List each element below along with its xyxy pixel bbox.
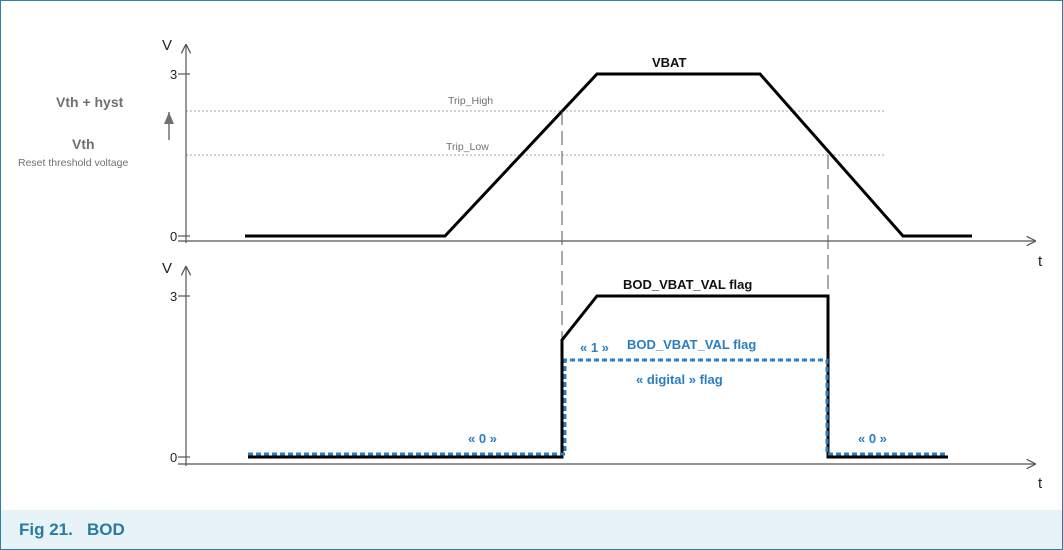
digital-desc-label: « digital » flag	[636, 372, 723, 387]
zero-left-label: « 0 »	[468, 431, 497, 446]
level-label-lower-desc: Reset threshold voltage	[18, 157, 128, 169]
top-x-axis-label: t	[1038, 253, 1043, 270]
bottom-chart: V t 3 0 BOD_VBAT_VAL flag « 1 » BOD_VBAT…	[162, 260, 1043, 492]
digital-flag-curve	[248, 358, 948, 456]
hysteresis-arrow-head	[164, 112, 174, 124]
trip-low-label: Trip_Low	[446, 141, 489, 153]
bottom-tick-label-0: 0	[170, 450, 177, 465]
level-label-upper: Vth + hyst	[56, 94, 124, 110]
top-tick-label-0: 0	[170, 229, 177, 244]
analog-flag-label: BOD_VBAT_VAL flag	[623, 277, 752, 292]
top-y-axis-label: V	[162, 37, 172, 54]
vbat-curve	[245, 72, 972, 238]
bottom-tick-label-3: 3	[170, 289, 177, 304]
top-tick-label-3: 3	[170, 67, 177, 82]
figure-caption: Fig 21. BOD	[19, 520, 125, 539]
trip-high-label: Trip_High	[448, 95, 493, 107]
level-label-lower: Vth	[72, 136, 95, 152]
zero-right-label: « 0 »	[858, 431, 887, 446]
vbat-label: VBAT	[652, 55, 686, 70]
top-chart: V t 3 0 VBAT Vth + hyst Vth Reset thresh…	[18, 37, 1043, 270]
bottom-x-axis-label: t	[1038, 475, 1043, 492]
bottom-y-axis-label: V	[162, 260, 172, 277]
digital-flag-label: BOD_VBAT_VAL flag	[627, 337, 756, 352]
digital-one-label: « 1 »	[580, 340, 609, 355]
analog-flag-curve	[248, 294, 948, 459]
caption-bar: Fig 21. BOD	[1, 510, 1062, 549]
